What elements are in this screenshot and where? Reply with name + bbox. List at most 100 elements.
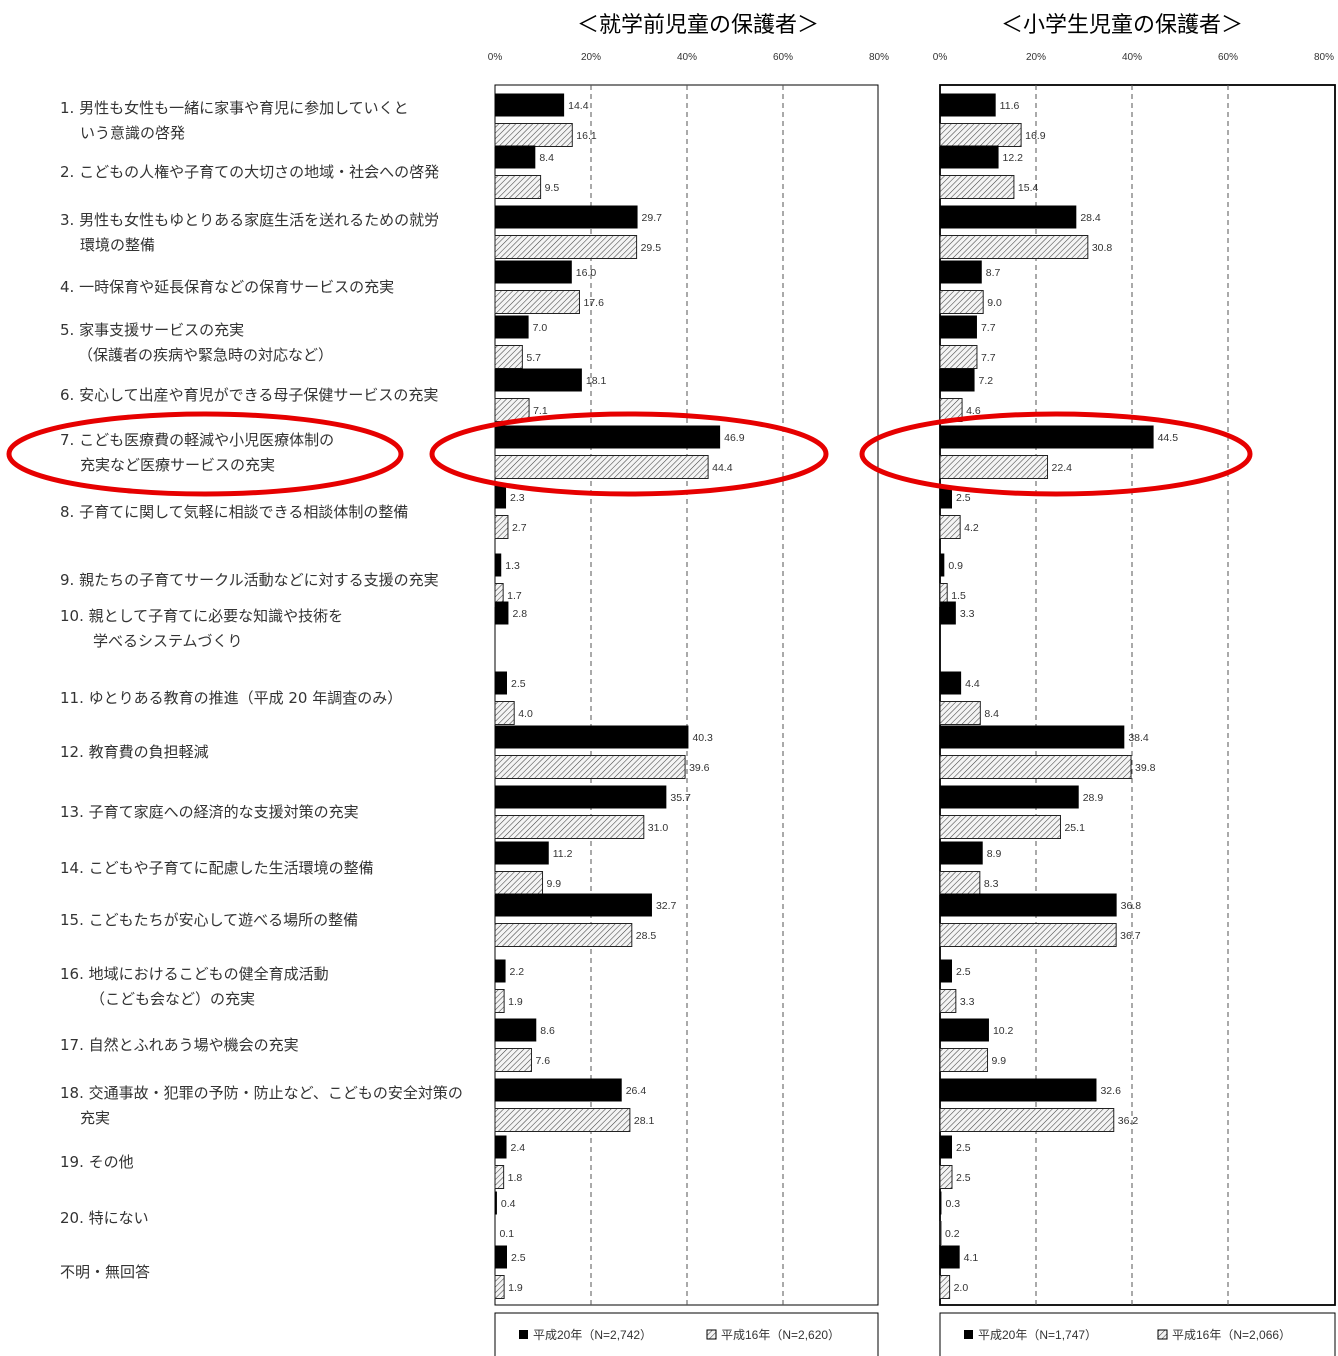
category-label: 5. 家事支援サービスの充実 [60,321,244,339]
bar-h20 [940,553,945,577]
bar-h20 [940,93,996,117]
bar-h16 [494,1048,532,1072]
data-label-h20: 28.9 [1083,792,1104,804]
bar-h20 [495,785,667,809]
data-label-h16: 44.4 [712,462,733,474]
category-label: 15. こどもたちが安心して遊べる場所の整備 [60,911,358,929]
category-label: 10. 親として子育てに必要な知識や技術を [60,607,343,625]
data-label-h20: 8.7 [986,267,1001,279]
data-label-h16: 1.8 [508,1172,523,1184]
data-label-h16: 2.7 [512,522,527,534]
bar-h16 [939,455,1049,479]
bar-h16 [494,345,523,369]
data-label-h20: 29.7 [642,212,663,224]
category-label: 16. 地域におけるこどもの健全育成活動 [60,965,329,983]
data-label-h20: 2.8 [512,608,527,620]
bar-h20 [940,785,1079,809]
data-label-h20: 46.9 [724,432,745,444]
bar-h16 [939,1108,1115,1132]
bar-h20 [495,841,549,865]
bar-h20 [495,1135,507,1159]
legend-label-h16: 平成16年（N=2,620） [721,1328,840,1342]
x-tick-label: 20% [581,52,601,63]
category-label: 1. 男性も女性も一緒に家事や育児に参加していくと [60,99,409,117]
data-label-h16: 28.5 [636,930,657,942]
data-label-h16: 9.0 [987,297,1002,309]
data-label-h20: 10.2 [993,1025,1014,1037]
bar-h16 [939,989,957,1013]
category-label: いう意識の啓発 [80,124,185,142]
data-label-h20: 2.5 [956,1142,971,1154]
data-label-h16: 29.5 [641,242,662,254]
data-label-h16: 17.6 [583,297,604,309]
category-label: 9. 親たちの子育てサークル活動などに対する支援の充実 [60,571,439,589]
legend-box [494,1312,879,1356]
x-tick-label: 80% [1314,52,1334,63]
bar-h20 [495,601,509,625]
category-label: 13. 子育て家庭への経済的な支援対策の充実 [60,803,359,821]
category-label: 4. 一時保育や延長保育などの保育サービスの充実 [60,278,394,296]
bar-h16 [939,1221,942,1245]
data-label-h16: 15.4 [1018,182,1039,194]
category-label: 17. 自然とふれあう場や機会の充実 [60,1036,299,1054]
plot-frame [939,84,1336,1306]
highlight-ellipse [429,411,829,497]
bar-h16 [939,235,1089,259]
legend-label-h20: 平成20年（N=1,747） [978,1328,1097,1342]
bar-h16 [494,515,509,539]
data-label-h16: 22.4 [1052,462,1073,474]
bar-h20 [940,145,999,169]
bar-h20 [940,1245,960,1269]
data-label-h20: 16.0 [576,267,597,279]
data-label-h16: 2.5 [956,1172,971,1184]
bar-h20 [495,725,689,749]
data-label-h20: 2.5 [956,492,971,504]
bar-h16 [939,175,1015,199]
data-label-h16: 31.0 [648,822,669,834]
data-label-h20: 8.4 [539,152,554,164]
data-label-h20: 8.6 [540,1025,555,1037]
data-label-h16: 4.0 [518,708,533,720]
bar-h20 [940,1135,952,1159]
data-label-h16: 1.7 [507,590,522,602]
data-label-h16: 7.7 [981,352,996,364]
category-label: 14. こどもや子育てに配慮した生活環境の整備 [60,859,374,877]
bar-h20 [495,1078,622,1102]
bar-h20 [940,671,962,695]
legend-swatch-h16 [1157,1329,1168,1340]
bar-h16 [494,1275,505,1299]
bar-h16 [939,1275,951,1299]
bar-h20 [940,893,1117,917]
data-label-h16: 28.1 [634,1115,655,1127]
bar-h20 [495,959,506,983]
data-label-h20: 26.4 [626,1085,647,1097]
bar-h16 [494,1108,631,1132]
category-label: 充実 [80,1109,110,1127]
bar-h16 [494,701,515,725]
bar-h20 [940,425,1154,449]
data-label-h20: 36.8 [1121,900,1142,912]
data-label-h16: 16.9 [1025,130,1046,142]
bar-h16 [494,290,580,314]
data-label-h20: 12.2 [1003,152,1024,164]
data-label-h20: 2.4 [511,1142,526,1154]
data-label-h20: 7.7 [981,322,996,334]
bar-h20 [940,205,1077,229]
data-label-h20: 0.4 [501,1198,516,1210]
data-label-h16: 39.8 [1135,762,1156,774]
bar-h16 [939,871,981,895]
data-label-h16: 0.1 [499,1228,514,1240]
bar-h20 [940,368,975,392]
bar-h16 [939,1048,989,1072]
bar-h20 [940,841,983,865]
data-label-h16: 8.3 [984,878,999,890]
bar-h16 [494,123,573,147]
bar-h20 [940,1018,989,1042]
bar-h20 [940,1078,1097,1102]
bar-h16 [494,235,638,259]
data-label-h16: 9.9 [547,878,562,890]
category-label: 充実など医療サービスの充実 [80,456,275,474]
legend-swatch-h20 [519,1330,528,1339]
data-label-h16: 36.7 [1120,930,1141,942]
